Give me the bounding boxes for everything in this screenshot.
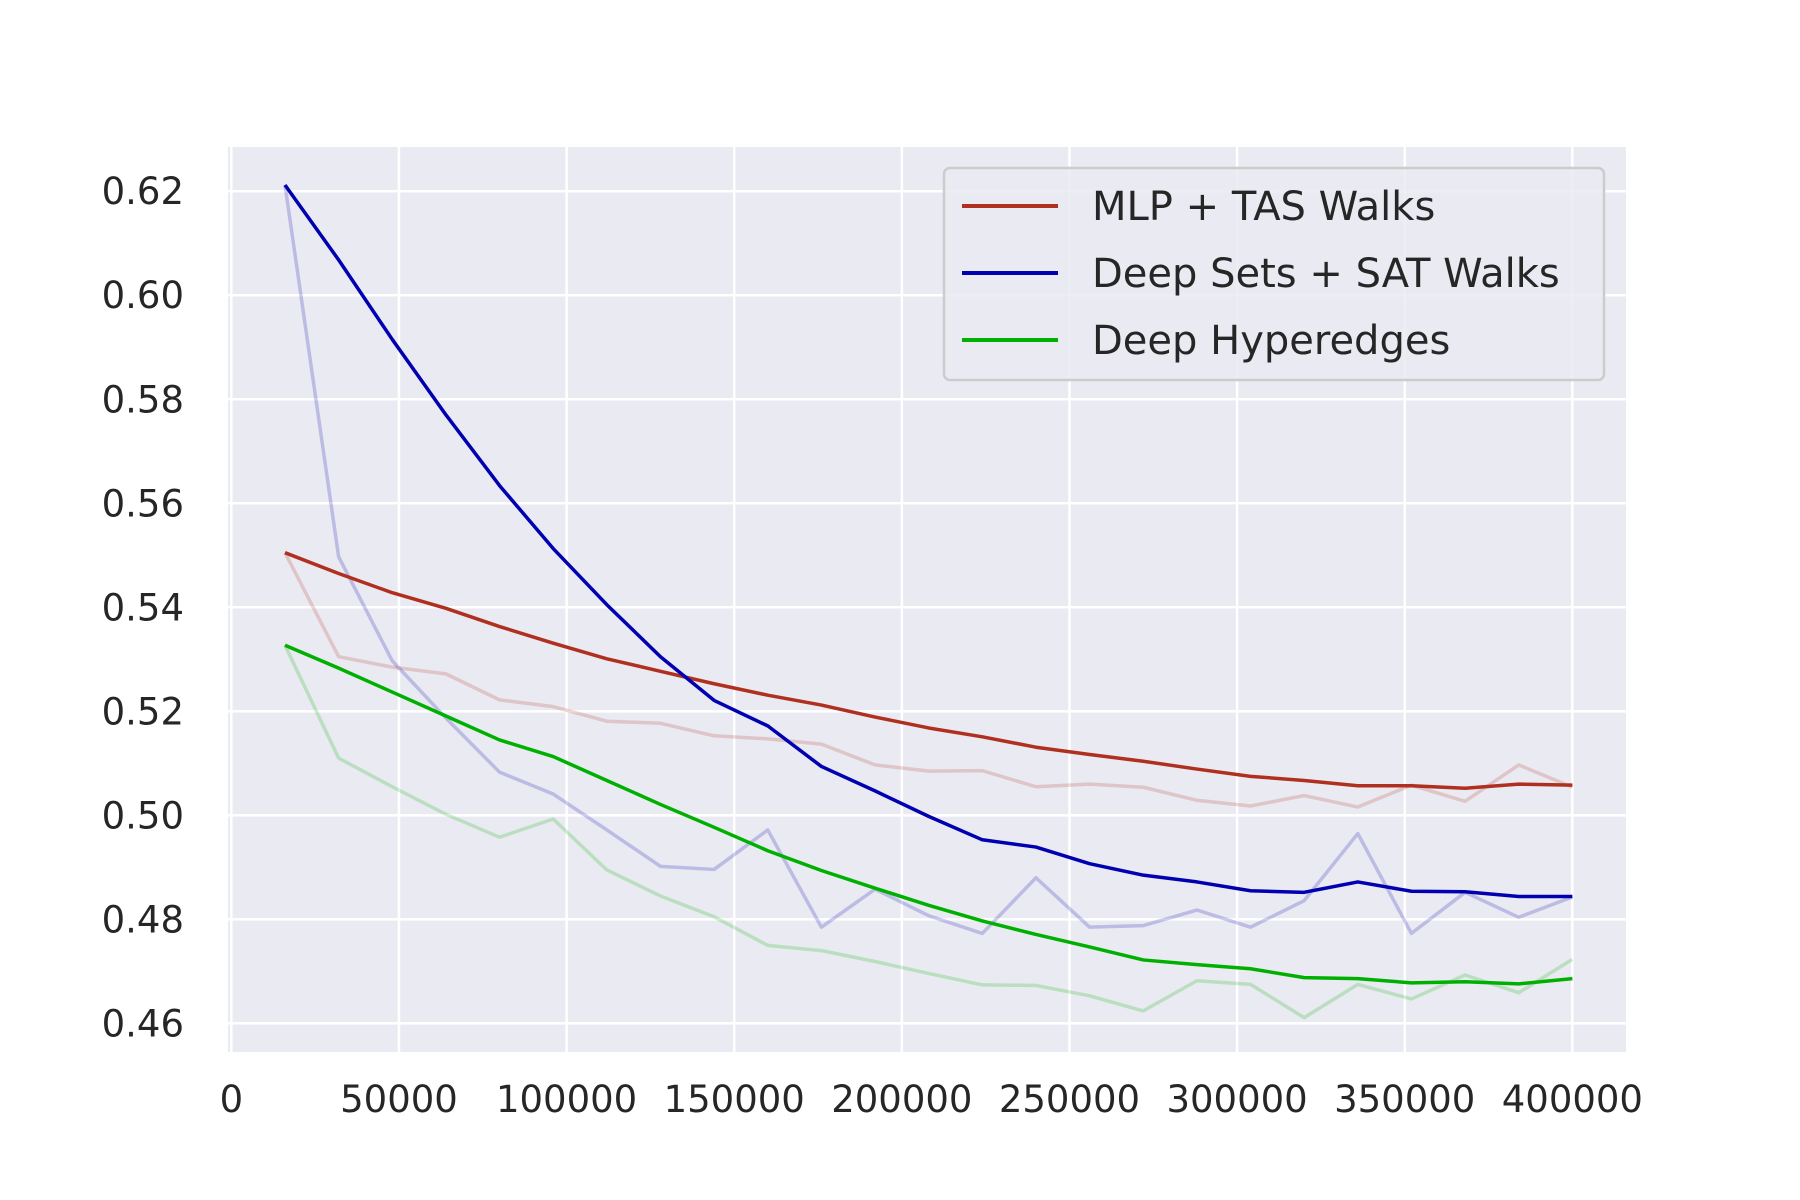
y-tick-label: 0.48 bbox=[102, 898, 184, 941]
x-tick-label: 300000 bbox=[1166, 1078, 1307, 1121]
y-axis-ticks: 0.46 0.48 0.50 0.52 0.54 0.56 0.58 0.60 0.62 bbox=[102, 170, 184, 1045]
y-tick-label: 0.60 bbox=[102, 274, 184, 317]
raw-series-lines bbox=[283, 184, 1574, 1020]
series-raw-line-1 bbox=[283, 184, 1573, 936]
x-tick-label: 250000 bbox=[999, 1078, 1140, 1121]
x-tick-label: 400000 bbox=[1502, 1078, 1643, 1121]
x-tick-label: 100000 bbox=[496, 1078, 637, 1121]
y-tick-label: 0.58 bbox=[102, 378, 184, 421]
x-tick-label: 350000 bbox=[1334, 1078, 1475, 1121]
legend-label-0: MLP + TAS Walks bbox=[1092, 184, 1435, 230]
series-raw-line-2 bbox=[283, 644, 1574, 1020]
legend-label-2: Deep Hyperedges bbox=[1092, 318, 1450, 364]
x-tick-label: 50000 bbox=[340, 1078, 458, 1121]
x-tick-label: 200000 bbox=[831, 1078, 972, 1121]
series-raw-line-0 bbox=[283, 551, 1574, 809]
x-axis-ticks: 0 50000 100000 150000 200000 250000 300000 3500… bbox=[220, 1078, 1643, 1121]
series-line-2 bbox=[284, 643, 1573, 986]
series-line-1 bbox=[283, 183, 1573, 899]
y-tick-label: 0.56 bbox=[102, 482, 184, 525]
y-tick-label: 0.46 bbox=[102, 1002, 184, 1045]
y-tick-label: 0.54 bbox=[102, 586, 184, 629]
x-tick-label: 150000 bbox=[664, 1078, 805, 1121]
y-tick-label: 0.50 bbox=[102, 794, 184, 837]
x-tick-label: 0 bbox=[220, 1078, 244, 1121]
legend-box bbox=[942, 166, 1606, 382]
y-tick-label: 0.52 bbox=[102, 690, 184, 733]
y-tick-label: 0.62 bbox=[102, 170, 184, 213]
legend: MLP + TAS Walks Deep Sets + SAT Walks Deep… bbox=[942, 166, 1606, 382]
smoothed-series-lines bbox=[283, 183, 1573, 986]
series-line-0 bbox=[284, 551, 1573, 791]
legend-label-1: Deep Sets + SAT Walks bbox=[1092, 251, 1560, 297]
